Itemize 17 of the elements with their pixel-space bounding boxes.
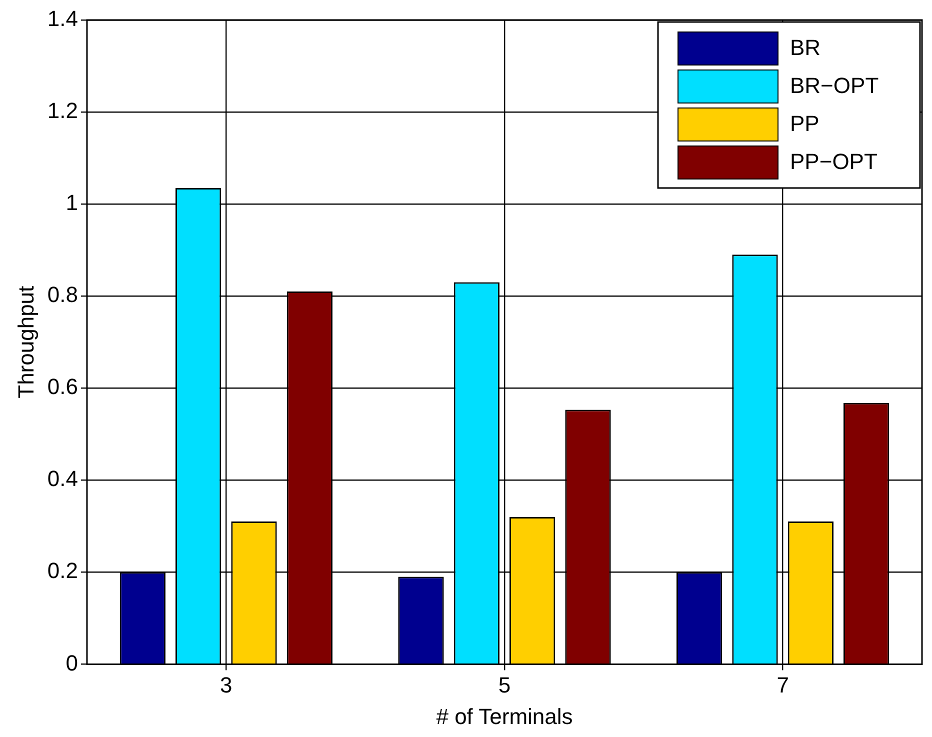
- y-tick-label: 1.2: [47, 98, 78, 124]
- y-axis-title: Throughput: [13, 286, 38, 398]
- y-tick-label: 0.8: [47, 282, 78, 308]
- x-axis-title: # of Terminals: [436, 704, 573, 729]
- y-tick-label: 0.2: [47, 558, 78, 584]
- y-tick-label: 1.4: [47, 6, 78, 32]
- x-tick-label: 5: [498, 672, 511, 698]
- y-tick-label: 1: [66, 190, 78, 216]
- y-tick-label: 0: [66, 650, 78, 676]
- y-tick-label: 0.4: [47, 466, 78, 492]
- x-tick-label: 3: [220, 672, 232, 698]
- y-tick-label: 0.6: [47, 374, 78, 400]
- legend-label: PP: [790, 111, 820, 136]
- legend-label: PP−OPT: [790, 149, 878, 174]
- legend-label: BR−OPT: [790, 73, 879, 98]
- x-tick-label: 7: [776, 672, 789, 698]
- legend-label: BR: [790, 35, 821, 60]
